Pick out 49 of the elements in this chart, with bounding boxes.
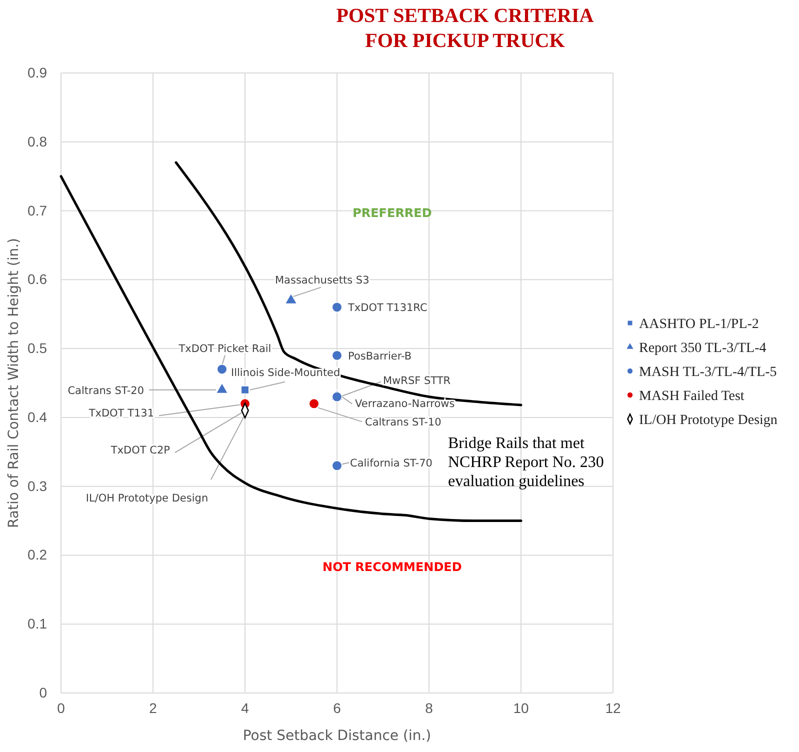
chart-title: POST SETBACK CRITERIA FOR PICKUP TRUCK [336,5,594,52]
point [284,293,298,304]
point [216,364,228,374]
annotation: TxDOT C2P [110,444,170,457]
x-tick-label: 0 [57,700,66,716]
legend-label: MASH Failed Test [639,389,744,404]
annotation: Caltrans ST-20 [68,384,144,397]
annotation: PosBarrier-B [348,350,412,362]
annotation: MwRSF STTR [383,374,451,387]
point [332,460,342,471]
x-tick-label: 2 [149,700,158,716]
line-series [174,161,522,406]
legend-label: Report 350 TL-3/TL-4 [639,341,766,356]
y-tick-label: 0.2 [28,546,48,563]
annotation: NOT RECOMMENDED [322,560,462,574]
y-tick-label: 0.3 [28,478,48,494]
point [332,350,342,361]
y-tick-label: 0.7 [28,202,48,218]
point [332,302,342,312]
y-tick-label: 0.6 [28,271,48,288]
y-tick-label: 0.4 [28,408,48,425]
x-tick-label: 4 [241,700,250,716]
legend-label: AASHTO PL-1/PL-2 [639,317,759,332]
point [216,382,228,394]
y-axis-title: Ratio of Rail Contact Width to Height (in.) [6,238,22,528]
annotation: Massachusetts S3 [275,274,370,286]
annotation: TxDOT Picket Rail [178,343,272,356]
annotation: TxDOT T131 [88,408,154,420]
annotation: IL/OH Prototype Design [86,492,208,505]
y-tick-label: 0.5 [28,340,48,356]
y-tick-label: 0.1 [28,616,48,632]
annotation: California ST-70 [350,458,432,470]
y-tick-label: 0.9 [28,64,48,80]
point [308,398,320,409]
x-tick-label: 6 [333,700,342,716]
x-tick-label: 10 [513,700,529,716]
annotation: TxDOT T131RC [347,302,428,314]
x-tick-label: 12 [605,700,621,716]
annotation: Verrazano-Narrows [355,398,455,410]
x-tick-label: 8 [425,700,434,716]
x-axis-title: Post Setback Distance (in.) [242,728,432,744]
annotation: Bridge Rails that met NCHRP Report No. 230 evaluation guidelines [448,435,604,490]
y-tick-label: 0.8 [28,133,48,150]
legend-label: MASH TL-3/TL-4/TL-5 [639,365,777,380]
point [240,386,250,394]
annotation: PREFERRED [352,206,432,220]
legend-label: IL/OH Prototype Design [639,413,778,428]
annotation: Caltrans ST-10 [365,416,442,429]
y-tick-label: 0 [39,684,48,700]
